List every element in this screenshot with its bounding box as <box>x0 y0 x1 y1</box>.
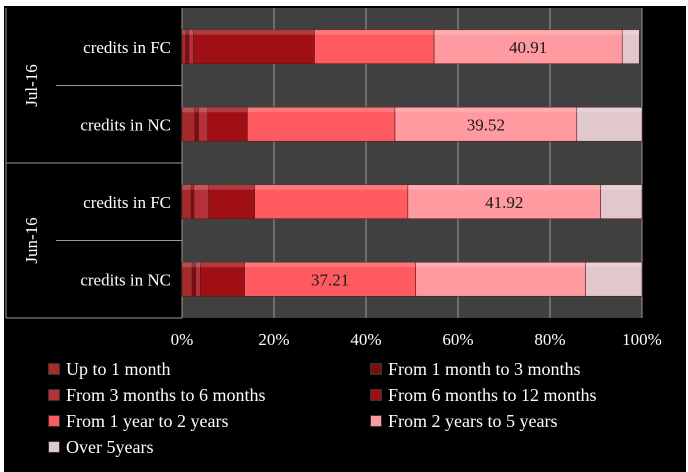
bar-segment-1-5 <box>314 29 435 65</box>
bar-highlight <box>198 107 208 113</box>
bar-segment-3-6 <box>407 184 601 220</box>
x-tick-label: 100% <box>622 330 662 349</box>
bar-highlight <box>576 107 643 113</box>
legend-item: Up to 1 month <box>48 358 171 380</box>
bar-segment-4-1 <box>181 261 193 297</box>
bar-segment-1-3 <box>188 29 194 65</box>
bar-highlight <box>195 262 201 268</box>
bar-segment-1-4 <box>193 29 315 65</box>
bar-highlight <box>407 184 601 190</box>
category-label: credits in FC <box>83 38 171 57</box>
bar-segment-4-6 <box>415 261 586 297</box>
bar-highlight <box>182 184 192 190</box>
data-label: 39.52 <box>467 115 505 134</box>
bar-segment-2-1 <box>181 106 196 142</box>
bar-segment-3-1 <box>181 184 192 220</box>
x-tick-label: 80% <box>534 330 565 349</box>
bar-highlight <box>600 184 642 190</box>
legend-swatch <box>370 363 382 375</box>
x-tick-label: 20% <box>258 330 289 349</box>
legend-item: From 1 year to 2 years <box>48 410 228 432</box>
bar-segment-1-1 <box>181 29 186 65</box>
category-label: credits in NC <box>80 270 171 289</box>
bar-segment-4-3 <box>195 261 201 297</box>
legend-label: From 3 months to 6 months <box>66 384 266 405</box>
bar-highlight <box>208 184 255 190</box>
bar-segment-4-2 <box>191 261 197 297</box>
group-label: Jun-16 <box>22 217 41 263</box>
bar-segment-3-7 <box>600 184 643 220</box>
data-label: 41.92 <box>485 193 523 212</box>
bar-segment-2-4 <box>207 106 248 142</box>
legend-item: Over 5years <box>48 436 153 458</box>
data-label: 37.21 <box>311 270 349 289</box>
bar-segment-3-4 <box>208 184 255 220</box>
x-tick-label: 0% <box>171 330 194 349</box>
bar-segment-4-4 <box>200 261 245 297</box>
bar-highlight <box>247 107 395 113</box>
legend-item: From 2 years to 5 years <box>370 410 557 432</box>
bar-highlight <box>394 107 577 113</box>
bar-highlight <box>314 29 435 35</box>
bar-highlight <box>434 29 623 35</box>
legend-swatch <box>48 389 60 401</box>
chart-svg: 40.91 39.52 41.92 37.21 credits in FC credits… <box>5 8 662 349</box>
category-label: credits in FC <box>83 193 171 212</box>
bar-highlight <box>207 107 248 113</box>
bar-segment-3-5 <box>254 184 409 220</box>
legend-label: From 2 years to 5 years <box>388 410 558 431</box>
bar-segment-1-2 <box>185 29 190 65</box>
bar-highlight <box>192 262 196 268</box>
legend-item: From 1 month to 3 months <box>370 358 581 380</box>
legend-label: Up to 1 month <box>66 358 171 379</box>
legend-swatch <box>370 415 382 427</box>
bar-highlight <box>182 29 186 35</box>
group-label: Jul-16 <box>22 64 41 107</box>
bar-highlight <box>182 107 195 113</box>
bar-segment-1-6 <box>433 29 623 65</box>
legend-label: From 1 year to 2 years <box>66 410 229 431</box>
chart-canvas: 40.91 39.52 41.92 37.21 credits in FC credits… <box>4 6 686 472</box>
legend-swatch <box>48 415 60 427</box>
bar-segment-3-3 <box>193 184 209 220</box>
legend-swatch <box>370 389 382 401</box>
bar-segment-2-5 <box>247 106 396 142</box>
bar-segment-4-5 <box>244 261 417 297</box>
bar-highlight <box>415 262 586 268</box>
legend-swatch <box>48 363 60 375</box>
legend-label: From 6 months to 12 months <box>388 384 597 405</box>
bar-highlight <box>191 184 194 190</box>
bar-segment-2-7 <box>576 106 643 142</box>
x-tick-label: 60% <box>442 330 473 349</box>
bar-segment-1-7 <box>621 29 640 65</box>
legend-label: From 1 month to 3 months <box>388 358 581 379</box>
bar-highlight <box>200 262 245 268</box>
bar-highlight <box>193 29 315 35</box>
bar-highlight <box>194 107 199 113</box>
bar-segment-2-2 <box>194 106 199 142</box>
bar-highlight <box>185 29 189 35</box>
bar-highlight <box>188 29 194 35</box>
x-tick-label: 40% <box>350 330 381 349</box>
legend-item: From 6 months to 12 months <box>370 384 597 406</box>
bar-segment-3-2 <box>190 184 195 220</box>
bar-segment-2-3 <box>198 106 209 142</box>
bar-highlight <box>182 262 193 268</box>
bar-highlight <box>193 184 209 190</box>
category-label: credits in NC <box>80 115 171 134</box>
bar-highlight <box>244 262 416 268</box>
legend-label: Over 5years <box>66 436 154 457</box>
legend-item: From 3 months to 6 months <box>48 384 266 406</box>
bar-highlight <box>622 29 640 35</box>
data-label: 40.91 <box>509 38 547 57</box>
bar-segment-4-7 <box>585 261 643 297</box>
legend-swatch <box>48 441 60 453</box>
bar-highlight <box>254 184 408 190</box>
bar-highlight <box>585 262 642 268</box>
